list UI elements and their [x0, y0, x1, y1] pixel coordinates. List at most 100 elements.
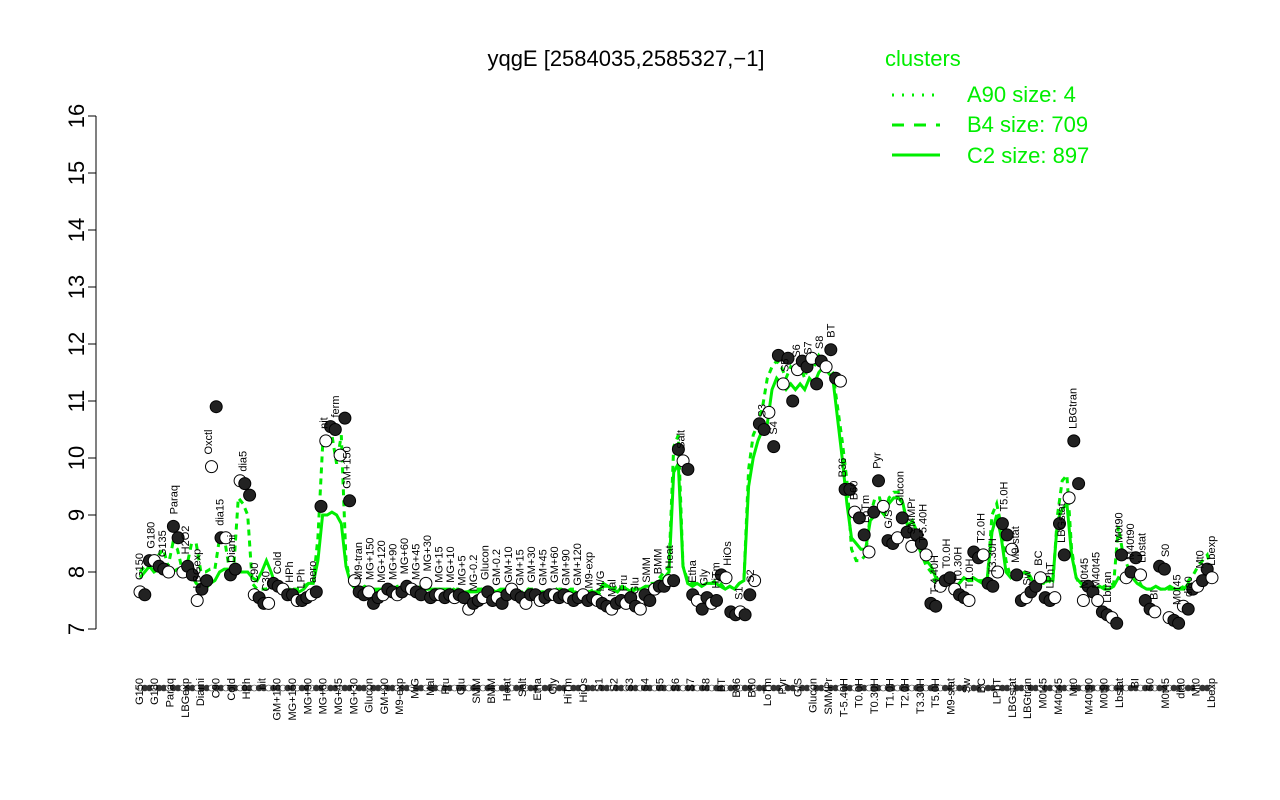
x-tick-label: T5.0H	[930, 678, 942, 708]
sample-point	[343, 494, 357, 508]
point-label: Gly	[699, 569, 711, 586]
sample-point	[200, 574, 214, 588]
x-tick-label: LoTm	[762, 678, 774, 706]
point-label: M40t45	[1091, 552, 1103, 589]
sample-point	[1010, 568, 1024, 582]
sample-point	[667, 574, 681, 588]
point-label: SMMPr	[906, 497, 918, 534]
sample-point	[347, 574, 361, 588]
point-label: S3	[756, 404, 768, 417]
x-tick-label: Glu	[456, 678, 468, 695]
x-axis-ticks	[136, 684, 1216, 692]
sample-point	[333, 448, 347, 462]
point-label: LBGstat	[1056, 503, 1068, 543]
x-tick-label: LBGstat	[1007, 678, 1019, 718]
y-tick-label: 10	[64, 446, 89, 470]
sample-point	[309, 585, 323, 599]
point-label: G135	[157, 530, 169, 557]
sample-point	[671, 442, 685, 456]
sample-point	[857, 528, 871, 542]
point-label: M9-exp	[583, 552, 595, 589]
sample-point	[171, 531, 185, 545]
point-label: M0t45	[1171, 574, 1183, 605]
x-tick-label: M0t45	[1037, 678, 1049, 709]
sample-point	[833, 374, 847, 388]
point-label: T2.0H	[975, 513, 987, 543]
x-tick-label: S8	[701, 678, 713, 691]
x-tick-label: BI	[1129, 678, 1141, 688]
sample-point	[643, 594, 657, 607]
sample-point	[786, 394, 800, 408]
x-tick-label: S5	[655, 678, 667, 691]
sample-point	[919, 548, 933, 562]
point-label: S7	[802, 341, 814, 354]
sample-point	[1205, 571, 1219, 585]
sample-point	[1067, 434, 1081, 448]
sample-point	[862, 545, 876, 559]
y-tick-label: 14	[64, 218, 89, 242]
x-tick-label: HiTm	[563, 678, 575, 704]
point-label: MG+15	[434, 546, 446, 582]
sample-point	[719, 571, 733, 585]
x-tick-label: T3.30H	[915, 678, 927, 714]
point-label: HPh	[284, 561, 296, 582]
y-axis: 7 8 9 10 11 12 13 14 15 16	[64, 104, 97, 635]
sample-point	[1157, 562, 1171, 576]
sample-point	[319, 434, 333, 448]
x-tick-label: B60	[746, 678, 758, 698]
point-label: Cold	[272, 552, 284, 575]
point-label: Heat	[664, 545, 676, 568]
x-tick-label: Lbstat	[1114, 678, 1126, 708]
x-tick-label: Sw	[961, 678, 973, 693]
point-label: S5	[779, 358, 791, 371]
sample-point	[243, 488, 257, 502]
y-tick-label: 9	[64, 509, 89, 521]
point-label: LPh	[295, 569, 307, 589]
x-tick-label: Salt	[517, 678, 529, 697]
sample-point	[205, 460, 218, 474]
cluster-line-b4	[138, 352, 1214, 598]
point-label: LPhT	[1045, 562, 1057, 589]
sample-point	[914, 537, 928, 550]
x-tick-label: Diami	[195, 678, 207, 706]
point-label: G180	[145, 522, 157, 549]
point-label: GM+30	[526, 546, 538, 582]
point-label: T5.0H	[998, 482, 1010, 512]
sample-point	[238, 477, 252, 491]
sample-point	[976, 548, 990, 562]
sample-point	[962, 594, 976, 607]
point-label: Glucon	[895, 471, 907, 506]
point-label: Pyr	[872, 452, 884, 469]
sample-point	[1129, 551, 1143, 565]
point-label: Fru	[618, 575, 630, 592]
x-tick-label: M0t45	[1160, 678, 1172, 709]
sample-point	[1005, 542, 1019, 556]
point-label: ferm	[330, 396, 342, 418]
x-tick-label: MG+90	[302, 678, 314, 714]
sample-point	[767, 440, 781, 454]
point-label: HiTm	[710, 562, 722, 588]
point-label: M9-tran	[353, 542, 365, 580]
sample-point	[762, 405, 776, 419]
point-label: MG+45	[411, 544, 423, 580]
x-tick-label: MG+30	[348, 678, 360, 714]
sample-point	[710, 594, 723, 607]
point-label: GM+60	[549, 546, 561, 582]
point-label: Salt	[676, 430, 688, 449]
legend-label-c2: C2 size: 897	[967, 143, 1089, 168]
sample-point	[781, 351, 795, 365]
sample-point	[852, 511, 866, 525]
x-tick-label: M0t90	[1099, 678, 1111, 709]
x-tick-label: S0	[1145, 678, 1157, 691]
x-tick-label: S4	[639, 678, 651, 691]
x-tick-label: T2.0H	[900, 678, 912, 708]
x-tick-label: GM+150	[272, 678, 284, 721]
x-tick-label: BMM	[486, 678, 498, 704]
point-label: H2O2	[180, 526, 192, 555]
point-label: T-4.40H	[929, 555, 941, 594]
sample-point	[824, 343, 838, 357]
sample-point	[419, 576, 433, 590]
point-label: MG+30	[422, 535, 434, 571]
sample-point	[362, 585, 376, 599]
sample-point	[1057, 548, 1071, 562]
